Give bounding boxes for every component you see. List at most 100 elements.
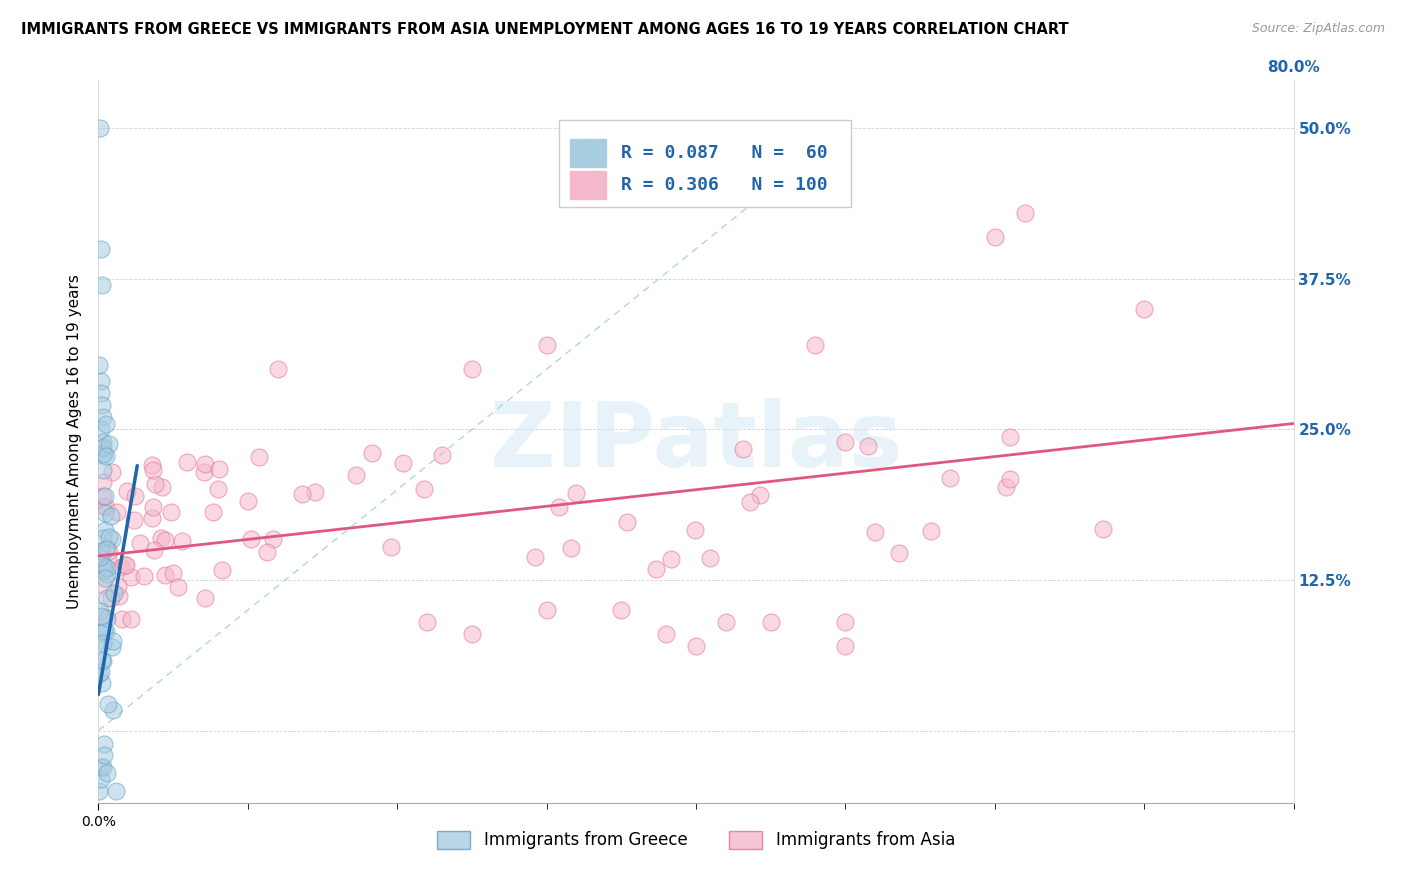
Point (110, 560, 132, 574)
Point (90, 759, 112, 773)
Point (524, 549, 547, 564)
Point (211, 563, 233, 577)
Point (143, 477, 166, 491)
Point (150, 480, 173, 494)
Point (616, 515, 638, 529)
Point (91, 578, 114, 592)
Point (685, 639, 707, 653)
Point (134, 569, 156, 583)
Point (96, 560, 118, 574)
Point (413, 482, 436, 496)
Point (659, 552, 682, 566)
Point (863, 524, 886, 539)
Point (96, 611, 118, 625)
Point (90, 543, 112, 558)
Point (89, 550, 111, 565)
Point (141, 463, 163, 477)
Point (90, 423, 112, 437)
Point (699, 551, 721, 566)
Point (142, 500, 165, 515)
Point (193, 466, 215, 480)
Point (714, 615, 737, 630)
Point (461, 627, 484, 641)
Point (938, 471, 960, 485)
Point (96, 591, 118, 606)
Point (87, 626, 110, 640)
Point (91, 653, 114, 667)
Point (94, 524, 117, 538)
Point (91, 610, 114, 624)
Text: R = 0.087   N =  60: R = 0.087 N = 60 (620, 144, 827, 162)
Point (610, 603, 633, 617)
Point (107, 579, 129, 593)
Point (834, 434, 856, 449)
Point (804, 338, 827, 352)
Point (93, 633, 115, 648)
Point (262, 532, 284, 546)
Bar (571, 139, 606, 167)
Point (142, 543, 165, 558)
Point (150, 531, 173, 545)
Point (759, 615, 782, 630)
Point (90, 772, 112, 786)
Point (91, 760, 114, 774)
Text: IMMIGRANTS FROM GREECE VS IMMIGRANTS FROM ASIA UNEMPLOYMENT AMONG AGES 16 TO 19 : IMMIGRANTS FROM GREECE VS IMMIGRANTS FRO… (21, 22, 1069, 37)
Point (91, 462, 114, 476)
Point (90, 386, 112, 401)
Point (304, 485, 326, 500)
Point (100, 508, 122, 523)
Point (380, 540, 402, 554)
Point (97, 552, 120, 566)
Bar (571, 171, 606, 199)
Point (683, 523, 706, 537)
Point (90, 242, 112, 256)
Point (560, 541, 582, 555)
Point (998, 472, 1021, 486)
Point (87, 358, 110, 372)
Point (889, 546, 911, 560)
Point (733, 442, 755, 456)
Point (91, 447, 114, 461)
Point (101, 532, 124, 546)
Point (176, 454, 198, 468)
Point (91, 499, 114, 513)
Point (141, 511, 163, 525)
Point (162, 566, 184, 581)
Point (984, 230, 1007, 244)
Point (91, 558, 114, 573)
Point (461, 362, 484, 376)
Point (547, 500, 569, 514)
Point (105, 784, 128, 798)
Point (89, 121, 111, 136)
Point (856, 439, 879, 453)
Point (91, 635, 114, 649)
Point (96, 765, 118, 780)
Point (194, 591, 217, 605)
Point (93, 563, 115, 577)
Point (97, 544, 120, 558)
Point (920, 524, 942, 538)
Point (91, 531, 114, 545)
Point (89, 784, 111, 798)
Point (141, 458, 163, 472)
Point (256, 545, 278, 559)
Point (153, 533, 176, 547)
Point (238, 494, 260, 508)
Point (103, 586, 125, 600)
Point (90, 375, 112, 389)
Point (361, 446, 384, 460)
Point (122, 513, 145, 527)
Point (834, 615, 856, 630)
Point (290, 487, 312, 501)
Point (91, 489, 114, 503)
Point (111, 612, 134, 626)
Point (430, 448, 453, 462)
Point (114, 558, 136, 572)
Point (834, 639, 856, 653)
Point (193, 457, 215, 471)
Point (247, 450, 270, 464)
Point (93, 737, 115, 751)
Point (93, 446, 115, 460)
Point (167, 580, 190, 594)
Point (392, 456, 415, 470)
